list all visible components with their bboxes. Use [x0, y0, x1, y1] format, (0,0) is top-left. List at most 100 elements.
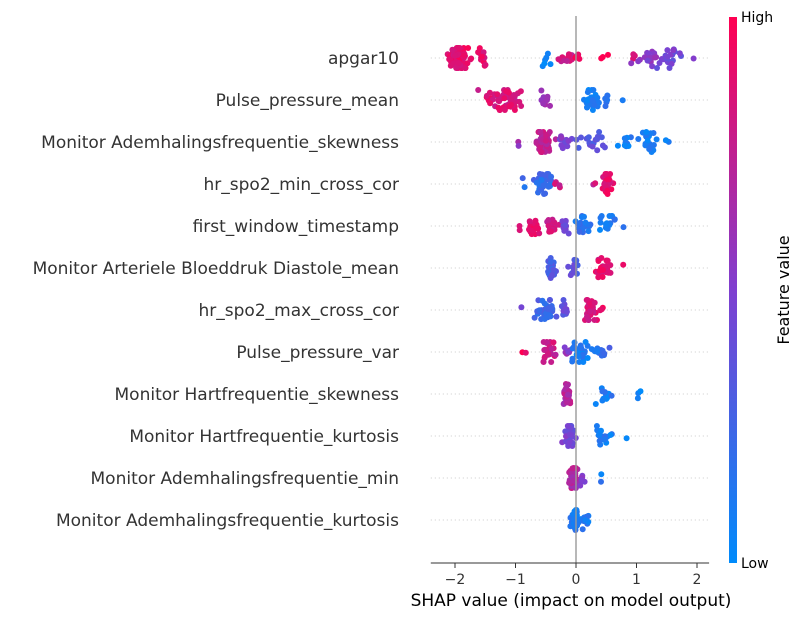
shap-point: [606, 344, 613, 351]
shap-point: [547, 61, 554, 68]
shap-point: [598, 471, 605, 478]
shap-point: [526, 218, 533, 225]
shap-point: [601, 350, 608, 357]
shap-point: [561, 344, 568, 351]
shap-point: [533, 140, 540, 146]
shap-point: [538, 176, 545, 183]
shap-point: [576, 55, 583, 62]
shap-point: [487, 100, 494, 107]
shap-point: [526, 226, 532, 233]
shap-point: [596, 437, 603, 444]
feature-label: Monitor Arteriele Bloeddruk Diastole_mea…: [33, 259, 399, 279]
shap-point: [599, 274, 606, 280]
shap-point: [547, 102, 553, 109]
shap-point: [540, 182, 547, 189]
shap-point: [544, 50, 551, 57]
shap-point: [605, 269, 612, 276]
shap-point: [670, 47, 677, 54]
shap-point: [542, 137, 549, 144]
shap-point: [575, 144, 582, 151]
shap-point: [637, 388, 644, 395]
shap-point: [690, 55, 697, 62]
x-tick-label: 2: [693, 572, 702, 588]
shap-point: [598, 306, 605, 313]
colorbar-gradient: [729, 17, 737, 563]
shap-point: [501, 107, 508, 113]
shap-point: [543, 132, 550, 139]
shap-point: [582, 517, 589, 524]
shap-point: [644, 137, 651, 144]
shap-point: [565, 348, 572, 355]
shap-point: [465, 45, 472, 51]
shap-point: [550, 339, 557, 346]
shap-point: [664, 53, 671, 60]
shap-point: [564, 58, 570, 64]
shap-point: [662, 137, 669, 144]
shap-point: [642, 142, 649, 149]
shap-point: [592, 401, 599, 407]
feature-label: Monitor Ademhalingsfrequentie_kurtosis: [56, 511, 399, 531]
shap-point: [594, 147, 601, 154]
shap-point: [578, 345, 585, 352]
shap-point: [506, 103, 513, 109]
shap-point: [563, 383, 570, 390]
shap-point: [591, 102, 598, 108]
shap-point: [585, 228, 592, 235]
shap-point: [538, 149, 544, 155]
shap-point: [495, 97, 502, 104]
shap-point: [595, 274, 602, 281]
shap-point: [494, 91, 501, 98]
shap-point: [599, 397, 606, 404]
shap-point: [446, 56, 453, 63]
shap-point: [579, 526, 586, 533]
shap-point: [546, 306, 553, 313]
colorbar-title: Feature value: [774, 235, 793, 344]
shap-point: [621, 135, 628, 142]
shap-point: [565, 138, 572, 144]
shap-point: [664, 47, 671, 54]
shap-point: [604, 187, 611, 194]
shap-point: [517, 88, 524, 95]
shap-point: [589, 107, 596, 113]
shap-point: [619, 97, 626, 104]
shap-point: [606, 213, 613, 219]
shap-point: [550, 266, 557, 273]
shap-point: [552, 136, 559, 143]
shap-point: [541, 60, 548, 67]
shap-point: [593, 423, 600, 429]
shap-point: [604, 257, 611, 264]
shap-point: [607, 432, 614, 438]
shap-point: [602, 95, 609, 102]
x-axis: −2 −1 0 1 2: [430, 562, 710, 588]
shap-point: [521, 184, 528, 191]
shap-point: [565, 230, 572, 237]
shap-point: [558, 134, 565, 141]
shap-point: [620, 261, 627, 268]
shap-point: [548, 228, 555, 235]
shap-point: [628, 60, 635, 67]
shap-point: [540, 339, 547, 345]
shap-point: [548, 345, 555, 352]
shap-point: [587, 308, 594, 315]
feature-label: Monitor Hartfrequentie_skewness: [115, 385, 400, 405]
shap-point: [578, 477, 585, 484]
shap-point: [590, 87, 597, 93]
shap-point: [584, 355, 591, 361]
shap-point: [503, 88, 509, 95]
shap-point: [630, 51, 637, 58]
shap-point: [544, 93, 551, 100]
shap-point: [566, 431, 573, 438]
shap-point: [570, 268, 577, 275]
shap-point: [479, 53, 485, 60]
shap-point: [501, 95, 508, 102]
x-tick-label: −2: [445, 572, 466, 588]
shap-point: [547, 259, 554, 265]
shap-point: [580, 351, 586, 358]
shap-point: [531, 314, 538, 321]
shap-point: [599, 388, 606, 395]
shap-point: [480, 49, 487, 56]
feature-label: Monitor Ademhalingsfrequentie_min: [91, 469, 400, 489]
shap-point: [483, 92, 490, 99]
shap-point: [611, 216, 618, 223]
shap-point: [592, 180, 599, 187]
